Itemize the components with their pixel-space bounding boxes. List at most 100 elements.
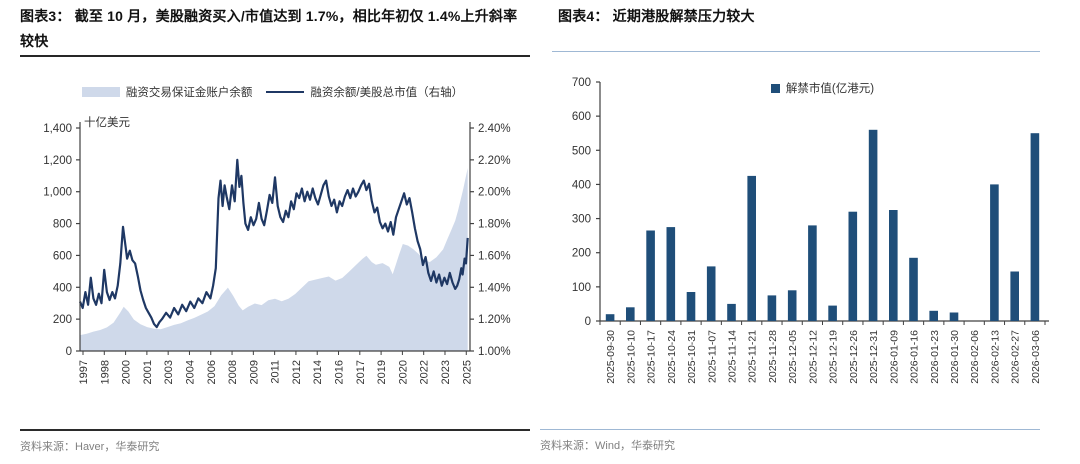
bar-2025-10-31 (686, 292, 696, 321)
bar-2025-11-28 (767, 295, 777, 321)
svg-text:2009: 2009 (248, 360, 260, 384)
figure3-legend: 融资交易保证金账户余额 融资余额/美股总市值（右轴） (20, 84, 525, 100)
svg-text:2008: 2008 (227, 360, 239, 384)
margin-ratio-line-series (78, 158, 469, 329)
svg-text:2025-11-28: 2025-11-28 (767, 330, 779, 383)
bar-2025-12-31 (868, 129, 878, 321)
bar-2025-11-21 (747, 175, 756, 321)
bar-2025-10-24 (666, 227, 676, 321)
figure3-source: 资料来源：Haver，华泰研究 (20, 429, 530, 454)
svg-text:2025: 2025 (461, 360, 473, 384)
bar-2025-09-30 (605, 314, 615, 321)
svg-text:2023: 2023 (440, 360, 452, 384)
svg-text:100: 100 (572, 282, 591, 294)
bar-2025-12-26 (848, 211, 858, 321)
figure3-title-underline (20, 55, 530, 57)
bar-2026-03-06 (1030, 133, 1040, 321)
svg-text:2026-02-13: 2026-02-13 (989, 330, 1001, 384)
legend-label-margin-balance: 融资交易保证金账户余额 (125, 87, 253, 99)
bar-2025-11-14 (727, 303, 736, 321)
legend-item-margin-balance: 融资交易保证金账户余额 (81, 84, 253, 100)
svg-text:2026-03-06: 2026-03-06 (1030, 330, 1042, 384)
bar-2026-02-13 (990, 184, 999, 321)
svg-text:800: 800 (53, 219, 72, 231)
svg-text:1.20%: 1.20% (478, 314, 511, 326)
svg-text:2025-12-26: 2025-12-26 (848, 330, 860, 384)
svg-text:400: 400 (53, 282, 72, 294)
svg-text:2025-10-31: 2025-10-31 (686, 330, 698, 384)
svg-text:2025-11-21: 2025-11-21 (747, 330, 759, 383)
bar-2025-12-05 (787, 290, 797, 321)
svg-text:2006: 2006 (206, 360, 218, 384)
svg-text:2025-10-10: 2025-10-10 (625, 330, 637, 384)
svg-text:200: 200 (53, 314, 72, 326)
bar-2025-10-17 (646, 230, 655, 321)
svg-text:400: 400 (572, 179, 591, 191)
bar-series-swatch (770, 83, 780, 93)
svg-text:2025-11-07: 2025-11-07 (706, 330, 718, 383)
svg-text:2025-10-24: 2025-10-24 (666, 330, 678, 384)
lockup-value-bar-chart: 0 100 200 300 400 500 600 700 2025-09-30 2025-10-… (572, 77, 1049, 384)
svg-text:1.00%: 1.00% (478, 346, 511, 358)
left-axis-ticks: 0 200 400 600 800 1,000 1,200 1,400 (43, 123, 80, 358)
figure3-title: 图表3： 截至 10 月，美股融资买入/市值达到 1.7%，相比年初仅 1.4%… (20, 8, 518, 49)
svg-text:1,200: 1,200 (43, 155, 72, 167)
svg-text:2001: 2001 (142, 360, 154, 384)
svg-text:2.20%: 2.20% (478, 155, 511, 167)
right-axis-ticks: 1.00% 1.20% 1.40% 1.60% 1.80% 2.00% 2.20% 2.40% (470, 123, 511, 358)
bar-2025-12-12 (808, 225, 817, 321)
svg-text:2019: 2019 (376, 360, 388, 384)
svg-text:1.60%: 1.60% (478, 250, 511, 262)
svg-text:2025-09-30: 2025-09-30 (605, 330, 617, 384)
svg-text:2022: 2022 (419, 360, 431, 384)
figure4-legend: 解禁市值(亿港元) (600, 80, 1045, 96)
svg-text:2026-02-27: 2026-02-27 (1010, 330, 1022, 384)
svg-text:2026-02-06: 2026-02-06 (969, 330, 981, 384)
svg-text:2.00%: 2.00% (478, 187, 511, 199)
figure4-title-underline (552, 51, 1040, 52)
bar-2026-02-27 (1010, 271, 1019, 321)
svg-text:0: 0 (585, 316, 591, 328)
svg-text:1.40%: 1.40% (478, 282, 511, 294)
figure4-source: 资料来源：Wind，华泰研究 (540, 429, 1040, 453)
svg-text:2025-11-14: 2025-11-14 (726, 330, 738, 383)
svg-text:2025-12-05: 2025-12-05 (787, 330, 799, 384)
svg-text:1,000: 1,000 (43, 187, 72, 199)
svg-text:2020: 2020 (397, 360, 409, 384)
bar-2025-12-19 (828, 305, 837, 321)
svg-text:0: 0 (66, 346, 72, 358)
svg-text:2.40%: 2.40% (478, 123, 511, 135)
area-series-swatch (81, 87, 120, 97)
bar-2026-01-30 (949, 312, 959, 321)
svg-text:1,400: 1,400 (43, 123, 72, 135)
svg-text:2012: 2012 (291, 360, 303, 384)
svg-text:1997: 1997 (78, 360, 90, 384)
x-axis-date-labels: 2025-09-30 2025-10-10 2025-10-17 2025-10-24… (599, 321, 1046, 384)
margin-balance-area-series (80, 168, 468, 351)
legend-item-margin-ratio: 融资余额/美股总市值（右轴） (266, 84, 463, 100)
bar-2025-10-10 (626, 307, 635, 321)
svg-text:600: 600 (53, 250, 72, 262)
bar-2026-01-23 (929, 310, 938, 321)
legend-label-lockup-value: 解禁市值(亿港元) (785, 83, 875, 95)
svg-text:2026-01-23: 2026-01-23 (929, 330, 941, 384)
svg-text:2026-01-30: 2026-01-30 (949, 330, 961, 384)
svg-text:2017: 2017 (355, 360, 367, 384)
svg-text:2004: 2004 (184, 360, 196, 384)
svg-text:500: 500 (572, 145, 591, 157)
figure4-title: 图表4： 近期港股解禁压力较大 (558, 8, 755, 24)
svg-text:200: 200 (572, 248, 591, 260)
svg-text:300: 300 (572, 214, 591, 226)
x-axis-ticks: 1997 1998 2000 2001 2003 2004 2006 2008 2009 2011… (78, 351, 473, 384)
svg-text:600: 600 (572, 111, 591, 123)
svg-text:1998: 1998 (99, 360, 111, 384)
svg-text:700: 700 (572, 77, 591, 89)
svg-text:2016: 2016 (334, 360, 346, 384)
svg-text:2014: 2014 (312, 360, 324, 384)
svg-text:2003: 2003 (163, 360, 175, 384)
svg-text:2026-01-16: 2026-01-16 (909, 330, 921, 384)
svg-text:2025-12-19: 2025-12-19 (828, 330, 840, 384)
bar-2026-01-16 (909, 257, 918, 321)
svg-text:2011: 2011 (270, 360, 282, 384)
